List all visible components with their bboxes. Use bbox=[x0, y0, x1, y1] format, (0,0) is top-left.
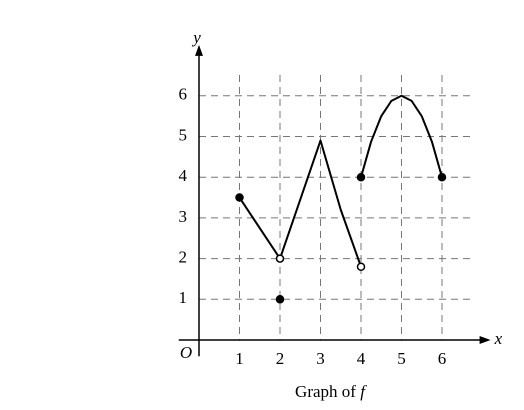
open-point bbox=[356, 262, 366, 271]
caption-text: Graph of bbox=[295, 382, 356, 401]
x-tick-label: 6 bbox=[438, 349, 447, 368]
curve bbox=[360, 94, 443, 178]
caption: Graph of f bbox=[295, 382, 367, 401]
closed-point bbox=[356, 172, 366, 182]
closed-point bbox=[235, 193, 244, 202]
curve bbox=[238, 196, 281, 260]
curve bbox=[279, 139, 362, 268]
x-tick-label: 3 bbox=[316, 349, 325, 368]
closed-point bbox=[275, 295, 285, 304]
closed-point bbox=[437, 172, 447, 182]
y-axis-label: y bbox=[191, 28, 201, 47]
x-tick-label: 1 bbox=[235, 349, 244, 368]
y-tick-label: 1 bbox=[179, 288, 188, 307]
x-tick-label: 2 bbox=[276, 349, 285, 368]
x-tick-label: 5 bbox=[397, 349, 406, 368]
y-tick-label: 2 bbox=[179, 248, 188, 267]
y-axis-arrow bbox=[195, 44, 203, 56]
y-tick-label: 5 bbox=[179, 125, 188, 144]
y-tick-label: 3 bbox=[179, 207, 188, 226]
y-tick-label: 4 bbox=[179, 166, 188, 185]
x-tick-label: 4 bbox=[357, 349, 366, 368]
open-point bbox=[275, 254, 285, 263]
origin-label: O bbox=[180, 343, 192, 362]
caption-var: f bbox=[360, 382, 367, 401]
x-axis-label: x bbox=[494, 329, 503, 348]
x-axis-arrow bbox=[479, 336, 491, 345]
y-tick-label: 6 bbox=[179, 85, 188, 104]
